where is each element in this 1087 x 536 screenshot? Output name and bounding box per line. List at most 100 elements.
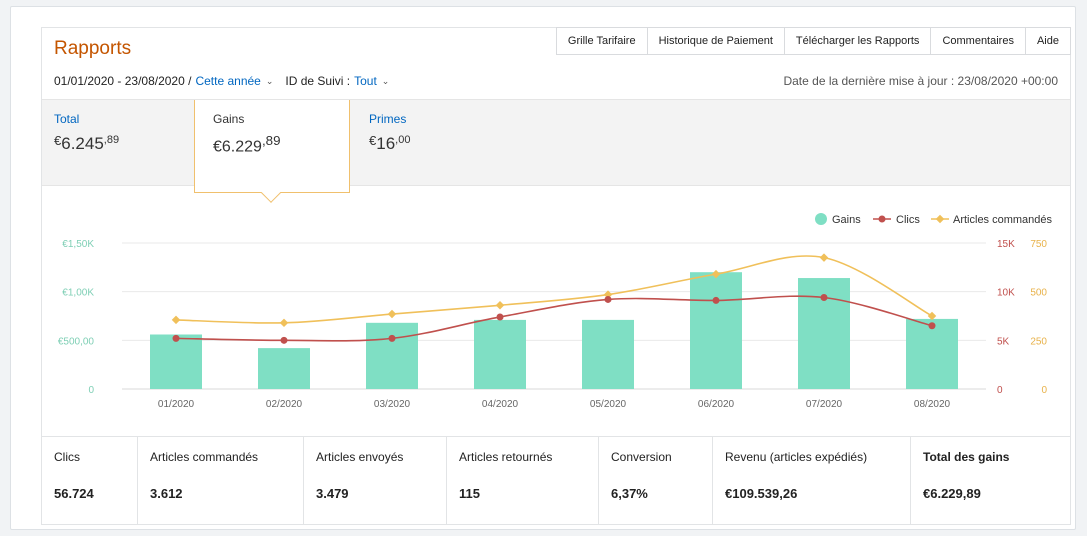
period-label: Cette année	[195, 74, 261, 88]
tab-historique-paiement[interactable]: Historique de Paiement	[647, 27, 785, 55]
right-axis-clics-tick: 15K	[997, 239, 1015, 250]
stat-label: Articles envoyés	[316, 450, 404, 464]
right-axis-clics-tick: 0	[997, 385, 1003, 396]
bar-gains	[582, 319, 634, 389]
right-axis-articles-tick: 750	[1030, 239, 1047, 250]
stat-value: €109.539,26	[725, 486, 798, 501]
bar-gains	[258, 348, 310, 389]
left-axis-tick: 0	[88, 385, 94, 396]
stat-label: Revenu (articles expédiés)	[725, 450, 868, 464]
page-frame: Rapports Grille Tarifaire Historique de …	[10, 6, 1076, 530]
line-clics	[175, 295, 933, 342]
chevron-down-icon: ⌄	[381, 76, 390, 86]
left-axis-tick: €500,00	[58, 336, 95, 347]
x-axis-tick: 03/2020	[374, 399, 411, 410]
stat-label: Conversion	[611, 450, 672, 464]
stat-value: 3.479	[316, 486, 349, 501]
last-update-text: Date de la dernière mise à jour : 23/08/…	[783, 74, 1058, 88]
metric-primes-value: €16,00	[369, 133, 411, 153]
stat-articles-retournes: Articles retournés 115	[447, 437, 599, 525]
metric-gains-label: Gains	[213, 112, 245, 126]
right-axis-articles-tick: 500	[1030, 288, 1047, 299]
point-clics	[496, 313, 504, 321]
point-articles	[279, 318, 289, 328]
point-clics	[712, 296, 720, 304]
point-clics	[820, 294, 828, 302]
stat-articles-envoyes: Articles envoyés 3.479	[304, 437, 447, 525]
point-clics	[172, 334, 180, 342]
period-dropdown[interactable]: Cette année ⌄	[195, 74, 273, 88]
stat-label: Clics	[54, 450, 80, 464]
point-articles	[495, 301, 505, 310]
bar-gains	[474, 319, 526, 389]
point-articles	[387, 309, 397, 319]
reports-panel: Rapports Grille Tarifaire Historique de …	[41, 27, 1071, 525]
point-articles	[927, 311, 937, 321]
chevron-down-icon: ⌄	[265, 76, 274, 86]
legend-clics-marker	[878, 215, 886, 223]
legend-gains-label: Gains	[832, 214, 861, 226]
point-articles	[171, 315, 181, 325]
point-clics	[928, 322, 936, 330]
tracking-id-dropdown[interactable]: Tout ⌄	[354, 74, 389, 88]
x-axis-tick: 06/2020	[698, 399, 735, 410]
legend-articles-label: Articles commandés	[953, 214, 1053, 226]
bar-gains	[366, 322, 418, 389]
x-axis-tick: 04/2020	[482, 399, 519, 410]
metric-primes-label: Primes	[369, 112, 407, 126]
bar-gains	[906, 318, 958, 389]
right-axis-clics-tick: 10K	[997, 288, 1015, 299]
right-axis-articles-tick: 250	[1030, 336, 1047, 347]
x-axis-tick: 07/2020	[806, 399, 843, 410]
stat-total-gains: Total des gains €6.229,89	[911, 437, 1070, 525]
tracking-id-value: Tout	[354, 74, 377, 88]
bar-gains	[690, 272, 742, 389]
stat-value: 56.724	[54, 486, 94, 501]
stat-value: 6,37%	[611, 486, 648, 501]
stat-value: 3.612	[150, 486, 183, 501]
stat-label: Articles commandés	[150, 450, 259, 464]
point-clics	[388, 334, 396, 342]
x-axis-tick: 01/2020	[158, 399, 195, 410]
left-axis-tick: €1,00K	[62, 288, 94, 299]
right-axis-articles-tick: 0	[1041, 385, 1047, 396]
stat-label: Total des gains	[923, 450, 1010, 464]
tab-aide[interactable]: Aide	[1025, 27, 1071, 55]
stat-articles-commandes: Articles commandés 3.612	[138, 437, 304, 525]
point-articles	[711, 269, 721, 279]
x-axis-tick: 02/2020	[266, 399, 303, 410]
report-tabs: Grille Tarifaire Historique de Paiement …	[555, 27, 1071, 55]
stat-value: €6.229,89	[923, 486, 981, 501]
stats-table: Clics 56.724 Articles commandés 3.612 Ar…	[42, 436, 1070, 525]
x-axis-tick: 08/2020	[914, 399, 951, 410]
point-clics	[604, 295, 612, 303]
metric-total[interactable]: Total €6.245,89	[54, 112, 119, 154]
tracking-id-label: ID de Suivi :	[285, 74, 351, 88]
page-title: Rapports	[54, 38, 132, 59]
legend-articles-marker	[935, 214, 945, 224]
bar-gains	[150, 334, 202, 389]
stat-revenu: Revenu (articles expédiés) €109.539,26	[713, 437, 911, 525]
tab-commentaires[interactable]: Commentaires	[931, 27, 1026, 55]
point-clics	[280, 336, 288, 344]
metric-gains-value: €6.229,89	[213, 133, 281, 156]
stat-label: Articles retournés	[459, 450, 553, 464]
stat-clics: Clics 56.724	[42, 437, 138, 525]
metric-total-label: Total	[54, 112, 80, 126]
stat-conversion: Conversion 6,37%	[599, 437, 713, 525]
legend-clics-label: Clics	[896, 214, 920, 226]
earnings-chart: 0 0 0 €500,00 5K 250 €1,00K 10K 500 €1,50K 15K 750 0…	[58, 213, 1053, 410]
summary-bar: Total €6.245,89 Gains €6.229,89 Primes €…	[42, 99, 1070, 203]
tab-grille-tarifaire[interactable]: Grille Tarifaire	[556, 27, 648, 55]
metric-primes[interactable]: Primes €16,00	[369, 112, 410, 154]
point-articles	[819, 253, 829, 262]
metric-total-value: €6.245,89	[54, 133, 120, 153]
metric-gains[interactable]: Gains €6.229,89	[194, 100, 350, 203]
date-range: 01/01/2020 - 23/08/2020 /	[54, 74, 192, 88]
right-axis-clics-tick: 5K	[997, 336, 1010, 347]
stat-value: 115	[459, 486, 480, 501]
tab-telecharger-rapports[interactable]: Télécharger les Rapports	[784, 27, 932, 55]
legend-gains-marker	[815, 213, 827, 225]
filter-bar: 01/01/2020 - 23/08/2020 / Cette année ⌄ I…	[54, 74, 389, 88]
left-axis-tick: €1,50K	[62, 239, 94, 250]
